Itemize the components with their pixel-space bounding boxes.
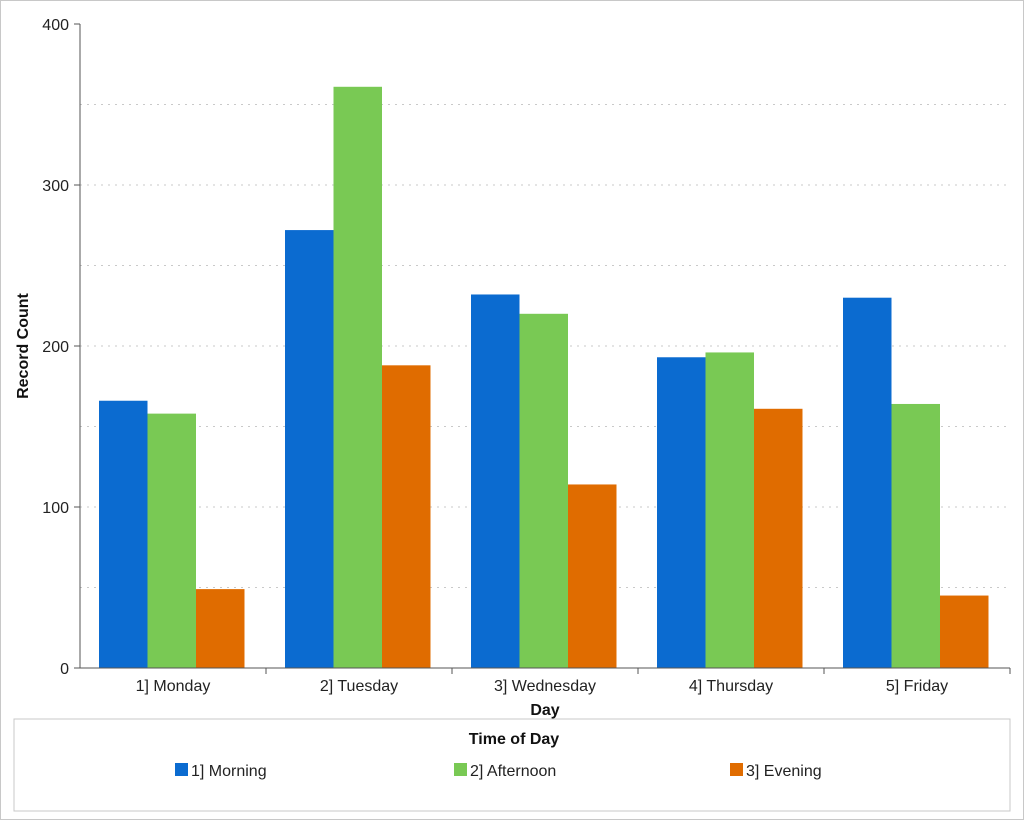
bar-5-2 xyxy=(891,403,940,668)
bar-1-3 xyxy=(196,589,245,668)
gridlines xyxy=(80,104,1010,588)
x-tick-label: 3] Wednesday xyxy=(494,678,596,695)
legend-title: Time of Day xyxy=(469,731,560,748)
y-tick-labels: 0 100 200 300 400 xyxy=(42,17,80,678)
y-tick-label: 200 xyxy=(42,339,69,356)
x-tick-label: 4] Thursday xyxy=(689,678,773,695)
legend-label: 1] Morning xyxy=(191,763,267,780)
bar-1-2 xyxy=(147,413,196,668)
bars xyxy=(99,86,989,669)
y-tick-label: 0 xyxy=(60,661,69,678)
bar-1-1 xyxy=(99,400,148,668)
bar-3-3 xyxy=(568,484,617,668)
x-tick-label: 1] Monday xyxy=(136,678,211,695)
bar-5-1 xyxy=(843,297,892,668)
x-tick-label: 5] Friday xyxy=(886,678,948,695)
legend-box xyxy=(13,718,1011,812)
bar-3-1 xyxy=(471,294,520,668)
y-tick-label: 100 xyxy=(42,500,69,517)
legend-items: 1] Morning 2] Afternoon 3] Evening xyxy=(175,763,822,780)
y-tick-label: 400 xyxy=(42,17,69,34)
legend-swatch xyxy=(454,763,467,776)
legend-swatch xyxy=(175,763,188,776)
bar-5-3 xyxy=(940,595,989,668)
y-axis-title: Record Count xyxy=(15,292,32,398)
y-tick-label: 300 xyxy=(42,178,69,195)
bar-2-1 xyxy=(285,230,334,668)
bar-2-2 xyxy=(333,86,382,669)
bar-4-2 xyxy=(705,352,754,668)
bar-2-3 xyxy=(382,365,431,668)
x-tick-labels: 1] Monday 2] Tuesday 3] Wednesday 4] Thursd… xyxy=(136,668,1011,695)
bar-4-1 xyxy=(657,357,706,668)
x-axis-title: Day xyxy=(530,702,559,719)
x-tick-label: 2] Tuesday xyxy=(320,678,398,695)
bar-3-2 xyxy=(519,313,568,668)
legend-swatch xyxy=(730,763,743,776)
bar-4-3 xyxy=(754,408,803,668)
legend: Time of Day 1] Morning 2] Afternoon 3] Eve… xyxy=(13,718,1011,812)
legend-label: 3] Evening xyxy=(746,763,822,780)
legend-label: 2] Afternoon xyxy=(470,763,556,780)
